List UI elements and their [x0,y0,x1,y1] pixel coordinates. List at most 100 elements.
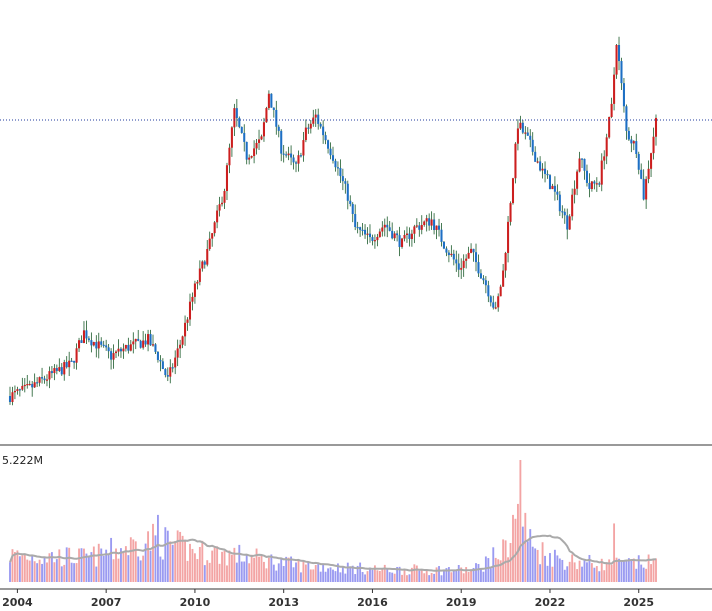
volume-bar [122,552,125,582]
volume-bar [300,572,302,582]
volume-bar [285,556,288,582]
volume-bar [258,556,260,582]
candle-body [11,392,14,402]
candle-body [640,169,643,179]
candle-body [100,341,103,345]
candle-body [13,390,16,393]
x-tick-label: 2004 [2,596,33,609]
candle-body [637,153,640,170]
volume-bar [60,566,63,582]
volume-bar [507,557,509,582]
candle-body [312,117,315,124]
volume-bar [189,543,191,582]
volume-bar [475,563,477,582]
candle-body [230,127,233,148]
candle-body [341,176,344,182]
volume-bar [526,541,529,582]
candle-body [319,123,322,127]
volume-bar [568,561,571,582]
candle-body [65,362,68,368]
volume-bar [322,564,325,582]
candle-body [282,153,285,155]
candle-body [218,204,221,211]
volume-bar [359,562,362,582]
volume-bar [255,548,258,582]
volume-bar [124,546,127,582]
volume-bar [265,568,268,582]
candle-body [460,267,463,270]
volume-bar [36,563,39,582]
volume-bar [531,546,534,582]
candle-body [349,200,352,204]
candle-body [553,185,556,192]
volume-bar [201,540,204,582]
volume-bar [539,564,542,582]
candle-body [546,173,549,176]
candle-body [366,233,369,235]
x-tick-label: 2019 [446,596,477,609]
volume-bar [324,571,327,582]
candle-body [92,342,95,346]
candle-body [36,382,39,384]
candle-body [650,153,653,169]
volume-bar [137,556,140,582]
candle-body [398,235,401,247]
candle-body [114,351,118,354]
volume-bar [18,556,21,582]
candle-body [161,361,164,370]
volume-bar [309,569,312,582]
volume-bar [11,549,14,582]
volume-bar [457,565,460,582]
candle-body [583,158,586,171]
candle-body [250,156,253,158]
volume-bar [430,572,433,582]
candle-body [435,225,438,230]
volume-bar [272,564,275,582]
volume-bar [184,539,186,582]
volume-bar [598,571,601,582]
candle-body [472,248,475,253]
volume-bar [620,560,623,582]
candle-body [31,383,34,388]
volume-bar [267,557,270,582]
candle-body [287,153,290,156]
candle-body [625,106,628,131]
volume-bar [401,574,403,582]
volume-bar [23,553,26,582]
candle-body [304,127,307,141]
candle-body [142,340,145,348]
candle-body [428,218,431,226]
volume-bar [290,556,293,582]
volume-bar [410,567,413,582]
candle-body [529,135,532,140]
candle-body [309,123,312,129]
candle-body [410,233,413,240]
volume-bar [164,527,167,582]
volume-bar [157,514,159,582]
volume-bar [144,543,147,582]
volume-bar [230,554,233,582]
candle-body [474,252,478,263]
candle-body [243,132,246,142]
volume-bar [556,555,559,582]
candle-body [270,93,273,108]
volume-bar [327,568,330,582]
volume-bar [16,550,19,582]
candle-body [617,44,621,62]
volume-bar [465,567,468,582]
volume-bar [307,561,310,582]
candle-body [102,344,105,347]
candle-body [221,202,224,205]
candle-body [317,114,320,124]
volume-bar [112,559,115,582]
volume-bar [218,563,221,582]
volume-bar [364,574,366,582]
candle-body [450,253,453,256]
candle-body [526,132,529,136]
volume-bar [571,554,574,582]
volume-bar [176,530,179,582]
volume-bar [26,559,29,582]
candle-body [561,211,564,213]
volume-bar [396,566,399,582]
